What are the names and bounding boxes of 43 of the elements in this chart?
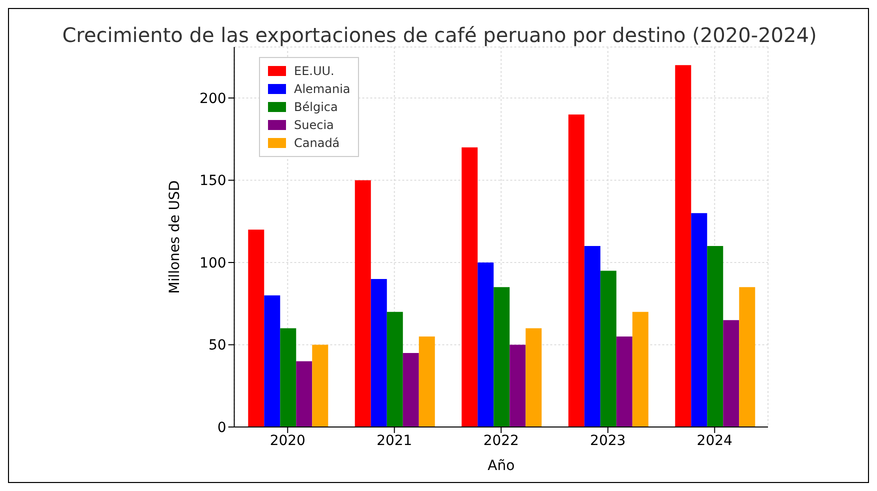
legend-label: Bélgica [294,99,338,116]
bar [280,328,296,427]
legend-label: Canadá [294,135,340,152]
bar [478,262,494,427]
bar [616,336,632,427]
y-tick-label: 150 [200,173,226,190]
chart-title: Crecimiento de las exportaciones de café peruano por destino (2020-2024) [61,23,818,47]
bar [264,295,280,427]
bar [248,230,264,427]
bar [418,336,435,427]
bar [675,65,692,427]
bar [370,278,387,427]
y-tick-label: 50 [208,338,226,354]
y-tick-label: 100 [200,255,226,272]
bar [296,361,312,427]
bar [386,312,403,427]
bar [402,352,419,427]
legend-label: EE.UU. [294,63,334,80]
bar [462,147,478,427]
legend-label: Alemania [294,81,350,98]
bar [568,114,584,427]
bar [312,344,328,427]
x-tick-label: 2020 [270,432,306,449]
bar [510,344,526,427]
bar [739,287,756,427]
y-axis-title: Millones de USD [167,180,184,294]
bar [584,246,600,427]
y-tick-label: 200 [200,90,226,107]
legend-label: Suecia [294,117,334,134]
x-axis-title: Año [488,458,515,474]
bar [494,287,510,427]
bar [691,213,708,427]
y-tick-label: 0 [217,420,226,436]
x-tick-label: 2022 [483,432,519,449]
x-tick-label: 2024 [696,432,733,449]
bar [600,270,616,427]
x-tick-label: 2023 [590,432,626,449]
bar [707,246,724,427]
bar [723,320,740,427]
x-tick-label: 2021 [376,432,412,449]
bar [632,312,648,427]
bar [526,328,542,427]
bar [354,180,371,427]
